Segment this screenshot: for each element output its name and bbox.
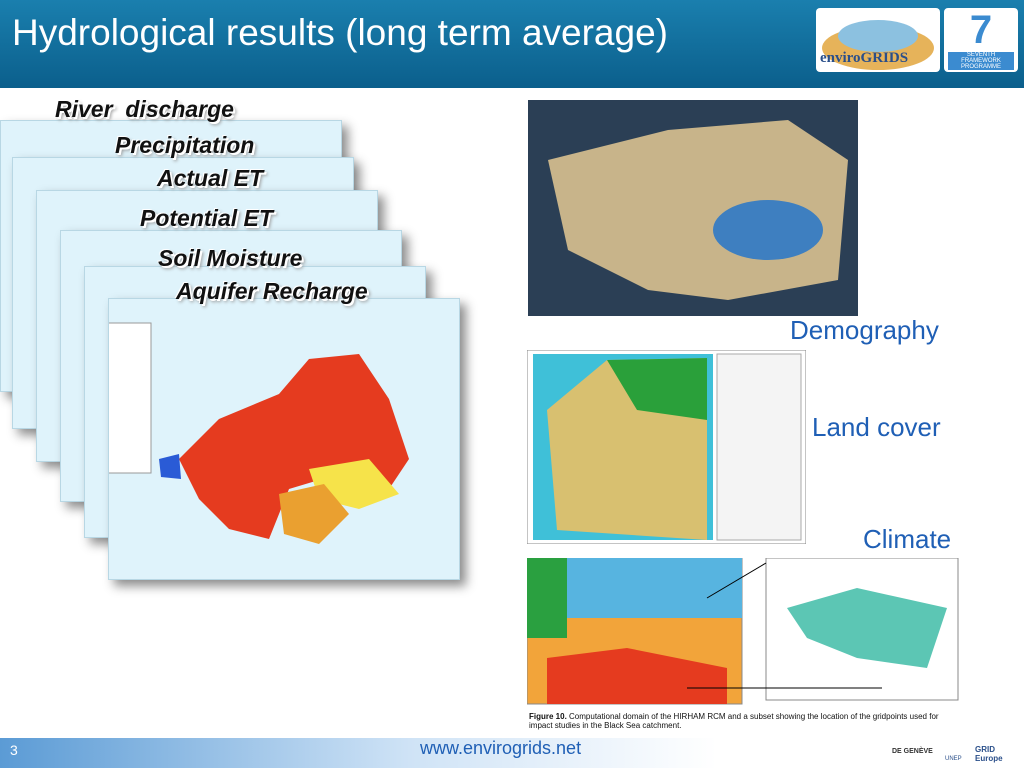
slide-title: Hydrological results (long term average) [12, 12, 668, 53]
page-number: 3 [10, 742, 18, 758]
panel-label: Climate [863, 524, 952, 554]
partner-logo: UNEP [945, 756, 962, 762]
caption-text: Computational domain of the HIRHAM RCM a… [529, 712, 939, 730]
layer-label: River discharge [55, 96, 234, 122]
logo-art [822, 20, 934, 70]
layer-label: Potential ET [140, 205, 273, 231]
footer-url: www.envirogrids.net [420, 738, 582, 758]
envirogrids-logo: enviroGRIDS [816, 8, 940, 72]
fp7-number: 7 [969, 8, 993, 52]
panel-label: Demography [790, 315, 939, 345]
fp7-text: SEVENTH FRAMEWORK PROGRAMME [948, 52, 1014, 70]
layer-label: Aquifer Recharge [176, 278, 368, 304]
logo-text: enviroGRIDS [820, 50, 909, 66]
climate-maps [527, 558, 959, 705]
caption-label: Figure 10. [529, 712, 567, 721]
recharge-map [86, 299, 459, 579]
land-cover-map [527, 350, 806, 544]
map-card [86, 298, 460, 580]
footer-bar [0, 738, 1024, 768]
layer-label: Actual ET [157, 165, 264, 191]
layer-label: Soil Moisture [158, 245, 303, 271]
layer-label: Precipitation [115, 132, 255, 158]
figure-caption: Figure 10. Computational domain of the H… [529, 712, 959, 730]
partner-logo: DE GENÈVE [892, 748, 933, 755]
fp7-logo: 7 SEVENTH FRAMEWORK PROGRAMME [944, 8, 1018, 72]
satellite-map [528, 100, 858, 316]
partner-logo: GRID Europe [975, 745, 1003, 763]
panel-label: Land cover [812, 412, 941, 442]
